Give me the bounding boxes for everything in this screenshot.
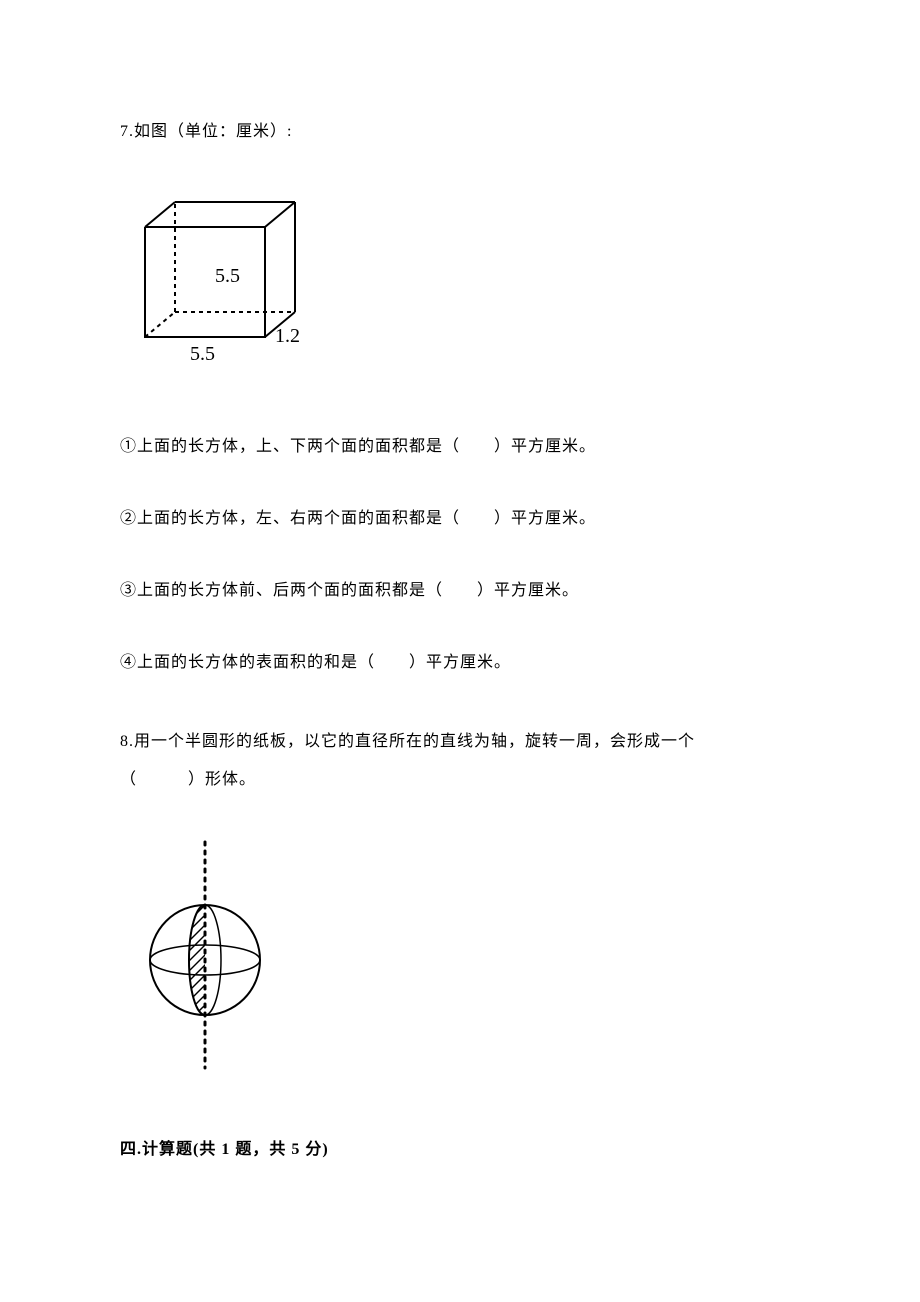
q7-sub2-blank (460, 510, 494, 527)
q8-line1: 8.用一个半圆形的纸板，以它的直径所在的直线为轴，旋转一周，会形成一个 (120, 733, 695, 750)
q7-sub4-before: ④上面的长方体的表面积的和是（ (120, 654, 375, 671)
q7-sub2-after: ）平方厘米。 (494, 510, 596, 527)
q8-line2-after: ）形体。 (188, 771, 256, 788)
q7-sub1-before: ①上面的长方体，上、下两个面的面积都是（ (120, 438, 460, 455)
q7-sub3: ③上面的长方体前、后两个面的面积都是（ ）平方厘米。 (120, 579, 800, 603)
cuboid-height-label: 5.5 (215, 265, 240, 287)
cuboid-svg: 5.5 5.5 1.2 (130, 192, 330, 367)
q8-sphere-figure (130, 840, 800, 1078)
q7-sub3-after: ）平方厘米。 (477, 582, 579, 599)
q7-sub4-blank (375, 654, 409, 671)
q8-text: 8.用一个半圆形的纸板，以它的直径所在的直线为轴，旋转一周，会形成一个 （ ）形… (120, 723, 800, 800)
q7-sub4-after: ）平方厘米。 (409, 654, 511, 671)
q7-sub4: ④上面的长方体的表面积的和是（ ）平方厘米。 (120, 651, 800, 675)
cuboid-length-label: 5.5 (190, 343, 215, 365)
q7-sub2: ②上面的长方体，左、右两个面的面积都是（ ）平方厘米。 (120, 507, 800, 531)
q7-prompt: 7.如图（单位：厘米）: (120, 120, 800, 144)
q7-sub1-blank (460, 438, 494, 455)
q7-sub2-before: ②上面的长方体，左、右两个面的面积都是（ (120, 510, 460, 527)
sphere-svg (130, 840, 280, 1070)
q7-cuboid-figure: 5.5 5.5 1.2 (130, 192, 800, 375)
q7-sub1-after: ）平方厘米。 (494, 438, 596, 455)
q8-blank (137, 771, 188, 788)
q8-line2-before: （ (120, 771, 137, 788)
q7-sub1: ①上面的长方体，上、下两个面的面积都是（ ）平方厘米。 (120, 435, 800, 459)
q7-sub3-blank (443, 582, 477, 599)
section-4-title: 四.计算题(共 1 题，共 5 分) (120, 1138, 800, 1162)
cuboid-width-label: 1.2 (275, 325, 300, 347)
exam-page: 7.如图（单位：厘米）: 5.5 5.5 1.2 ①上面的长方体，上、下两个面的… (0, 0, 920, 1238)
q7-sub3-before: ③上面的长方体前、后两个面的面积都是（ (120, 582, 443, 599)
